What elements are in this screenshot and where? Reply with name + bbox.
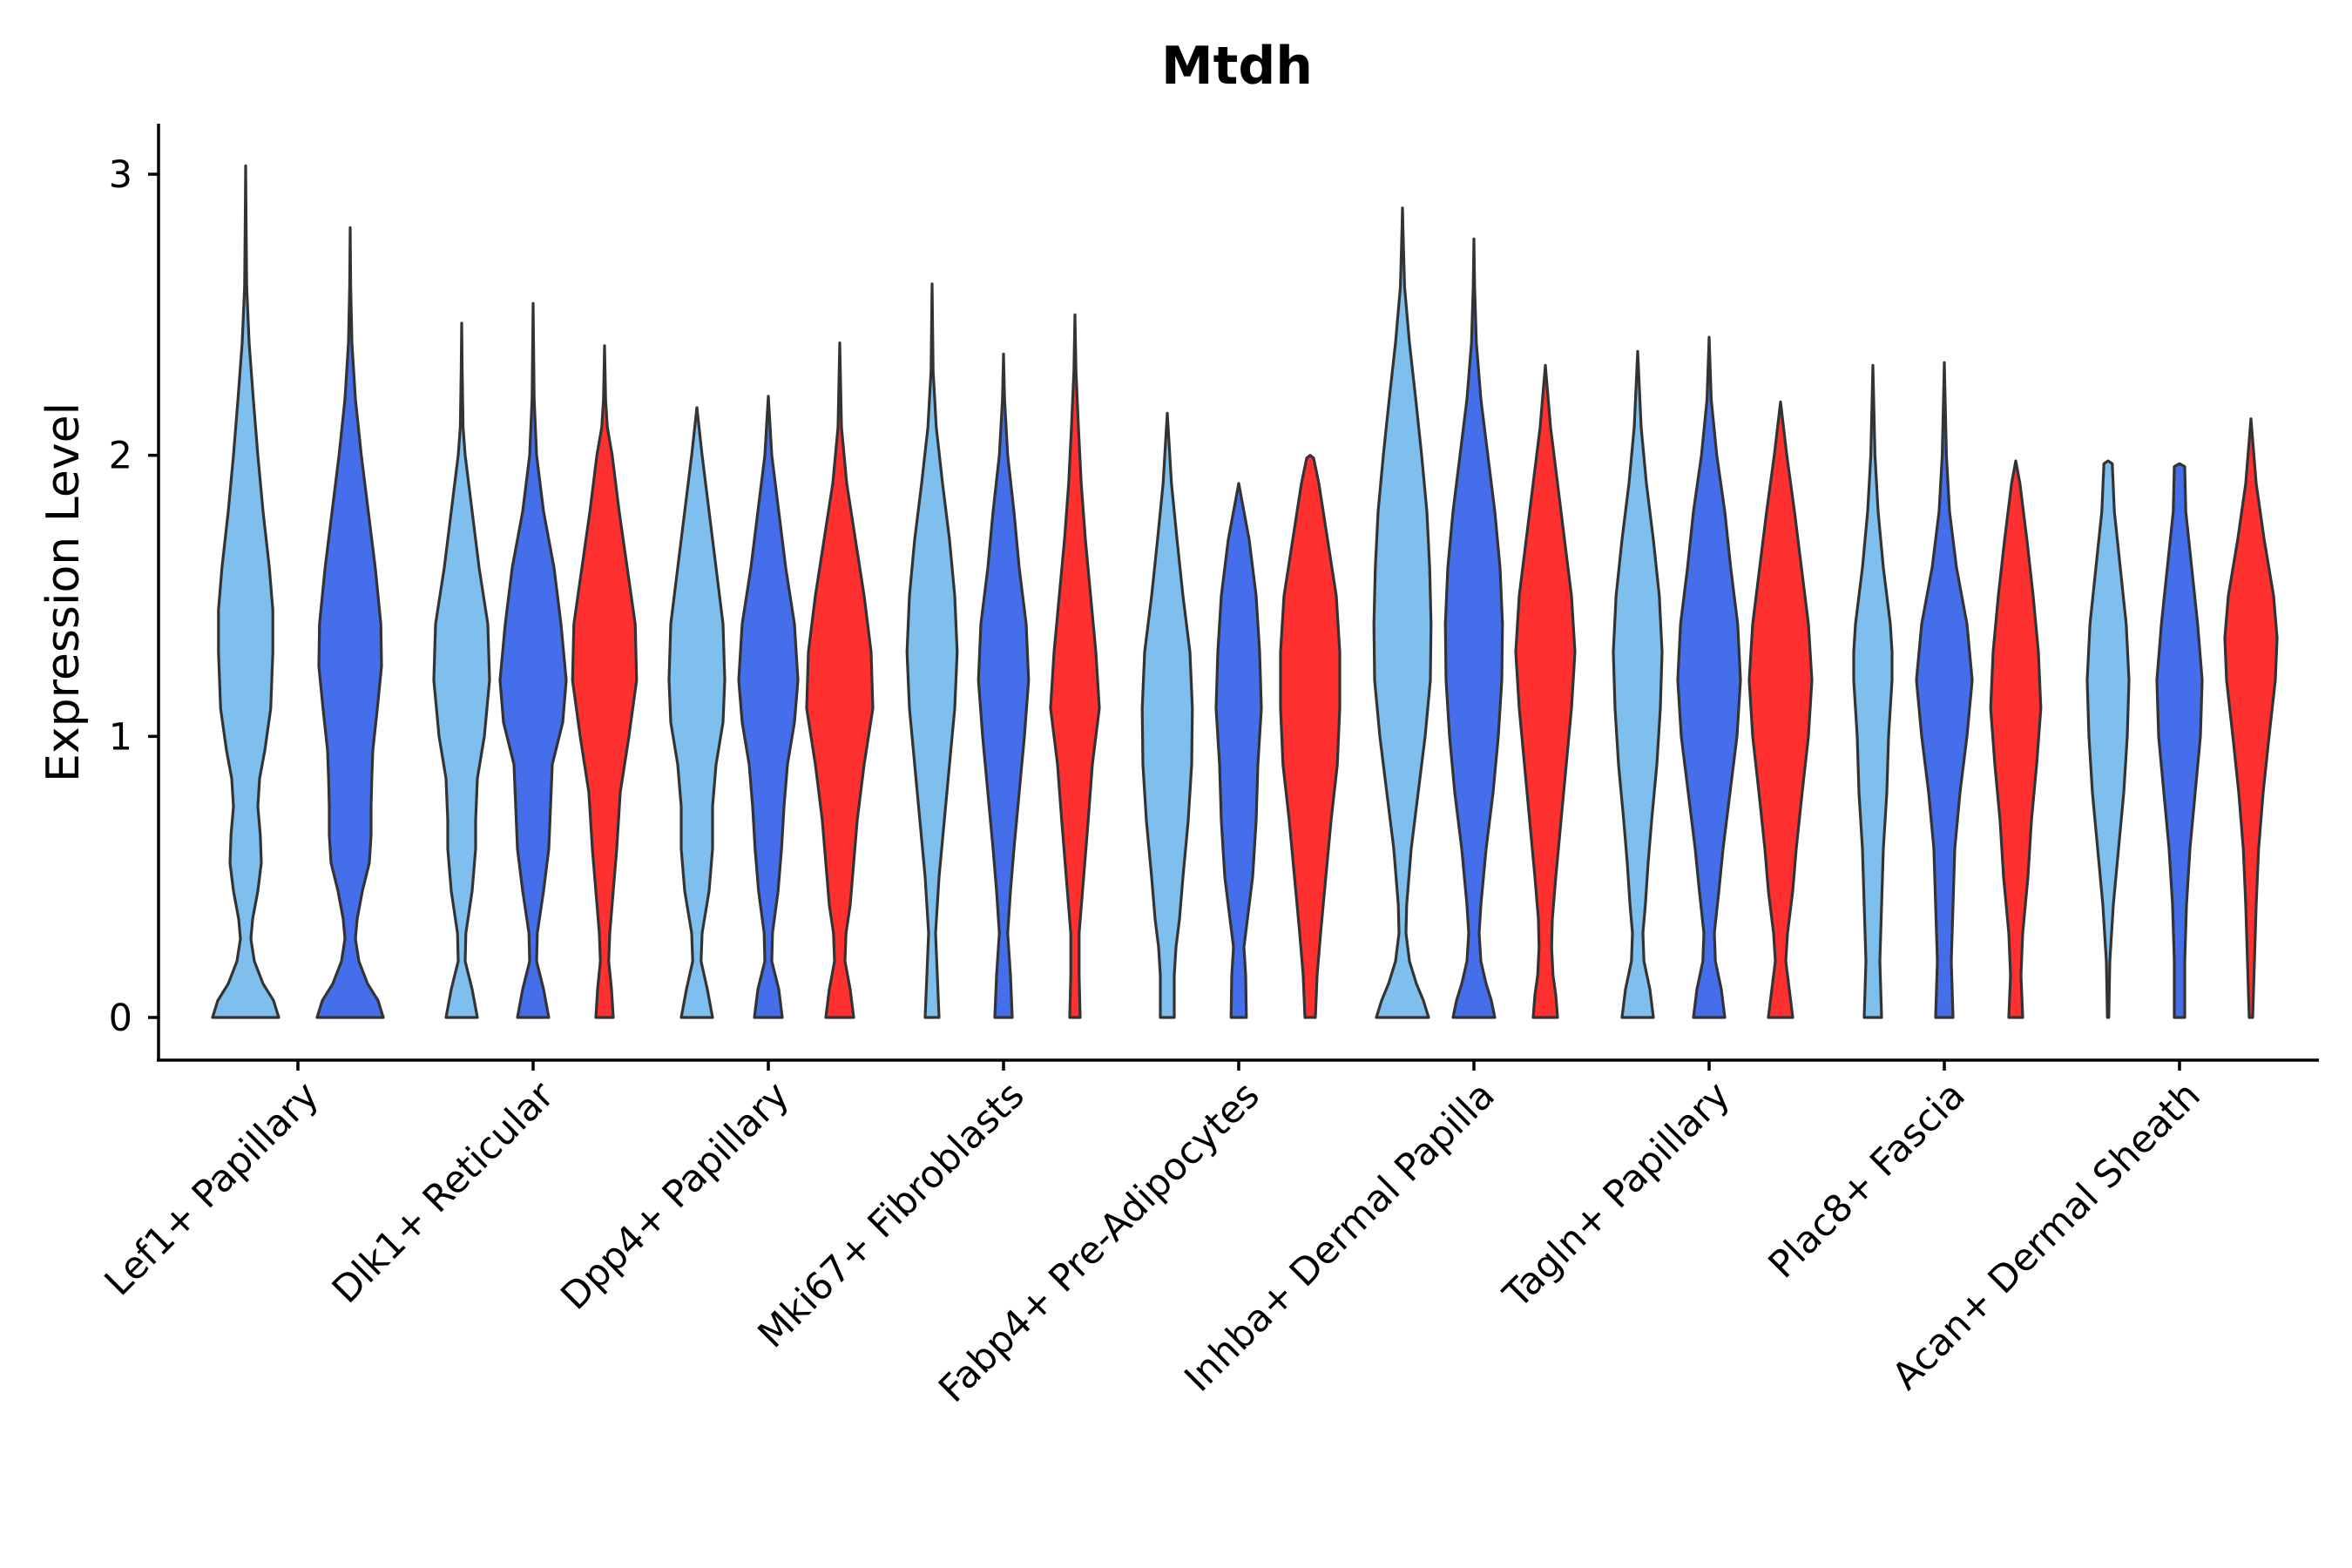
violin-acan-dermal-sheath-s0: [2085, 459, 2131, 1019]
violins-layer: [211, 164, 2279, 1019]
violin-mki67-fibroblasts-s2: [1049, 313, 1101, 1019]
violin-fabp4-pre-adipocytes-s1: [1214, 482, 1263, 1019]
violin-acan-dermal-sheath-s2: [2223, 417, 2279, 1019]
y-tick-label: 2: [109, 435, 132, 478]
violin-mki67-fibroblasts-s0: [905, 282, 959, 1019]
x-tick-label: Plac8+ Fascia: [1761, 1073, 1974, 1287]
violin-plac8-fascia-s2: [1989, 459, 2043, 1019]
y-tick-label: 1: [109, 715, 132, 759]
violin-mki67-fibroblasts-s1: [977, 352, 1031, 1019]
violin-acan-dermal-sheath-s1: [2155, 462, 2204, 1019]
y-ticks: 0 1 2 3: [109, 153, 159, 1040]
violin-inhba-dermal-papilla-s2: [1514, 363, 1577, 1019]
x-tick-label: Mki67+ Fibroblasts: [750, 1073, 1033, 1356]
violin-fabp4-pre-adipocytes-s0: [1140, 411, 1194, 1019]
x-tick-label: Dpp4+ Papillary: [553, 1073, 798, 1318]
violin-dlk1-reticular-s2: [571, 344, 639, 1019]
violin-plac8-fascia-s0: [1852, 363, 1894, 1019]
violin-fabp4-pre-adipocytes-s2: [1279, 454, 1342, 1019]
violin-plac8-fascia-s1: [1915, 361, 1974, 1019]
y-tick-label: 0: [109, 997, 132, 1040]
violin-inhba-dermal-papilla-s1: [1443, 237, 1504, 1019]
y-tick-label: 3: [109, 153, 132, 197]
violin-tagln-papillary-s0: [1612, 349, 1664, 1019]
x-tick-label: Tagln+ Papillary: [1495, 1073, 1739, 1317]
x-tick-label: Dlk1+ Reticular: [324, 1073, 563, 1312]
violin-dpp4-papillary-s0: [667, 406, 727, 1019]
violin-inhba-dermal-papilla-s0: [1372, 206, 1433, 1019]
violin-lef1-papillary-s0: [211, 164, 280, 1019]
violin-dlk1-reticular-s1: [498, 301, 568, 1019]
violin-dlk1-reticular-s0: [432, 321, 491, 1019]
chart-title: Mtdh: [1161, 36, 1313, 97]
x-tick-label: Lef1+ Papillary: [97, 1073, 328, 1304]
violin-dpp4-papillary-s2: [805, 341, 875, 1019]
violin-tagln-papillary-s2: [1747, 400, 1814, 1019]
violin-dpp4-papillary-s1: [737, 395, 800, 1019]
violin-tagln-papillary-s1: [1676, 335, 1742, 1019]
y-axis-label: Expression Level: [37, 402, 90, 782]
violin-lef1-papillary-s1: [315, 226, 385, 1019]
